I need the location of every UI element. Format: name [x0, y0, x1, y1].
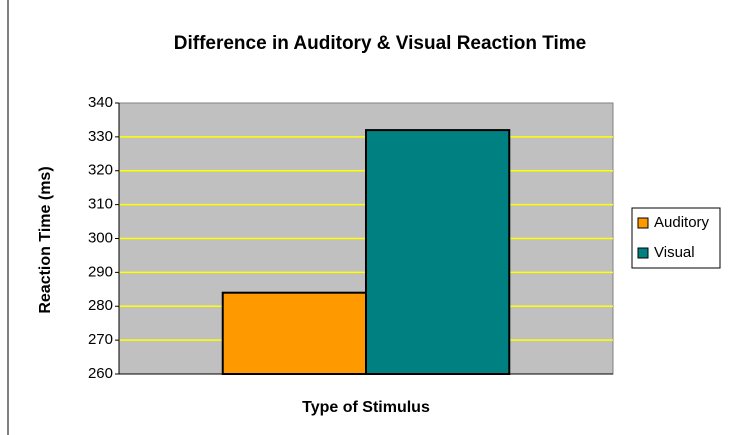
legend-swatch [637, 247, 649, 259]
y-tick-label: 300 [88, 229, 113, 246]
y-tick-label: 310 [88, 196, 113, 213]
y-tick-label: 290 [88, 263, 113, 280]
y-tick-label: 280 [88, 297, 113, 314]
y-tick-label: 260 [88, 365, 113, 382]
y-tick-label: 330 [88, 128, 113, 145]
bar [221, 291, 367, 376]
x-axis-label: Type of Stimulus [302, 399, 430, 416]
legend-swatch [637, 217, 649, 229]
chart-title: Difference in Auditory & Visual Reaction… [174, 33, 586, 54]
y-tick-label: 270 [88, 331, 113, 348]
bar [365, 129, 511, 375]
y-tick-label: 340 [88, 94, 113, 111]
legend-label: Visual [654, 244, 695, 261]
legend-label: Auditory [654, 214, 710, 231]
y-tick-label: 320 [88, 162, 113, 179]
y-axis-label: Reaction Time (ms) [37, 166, 54, 313]
